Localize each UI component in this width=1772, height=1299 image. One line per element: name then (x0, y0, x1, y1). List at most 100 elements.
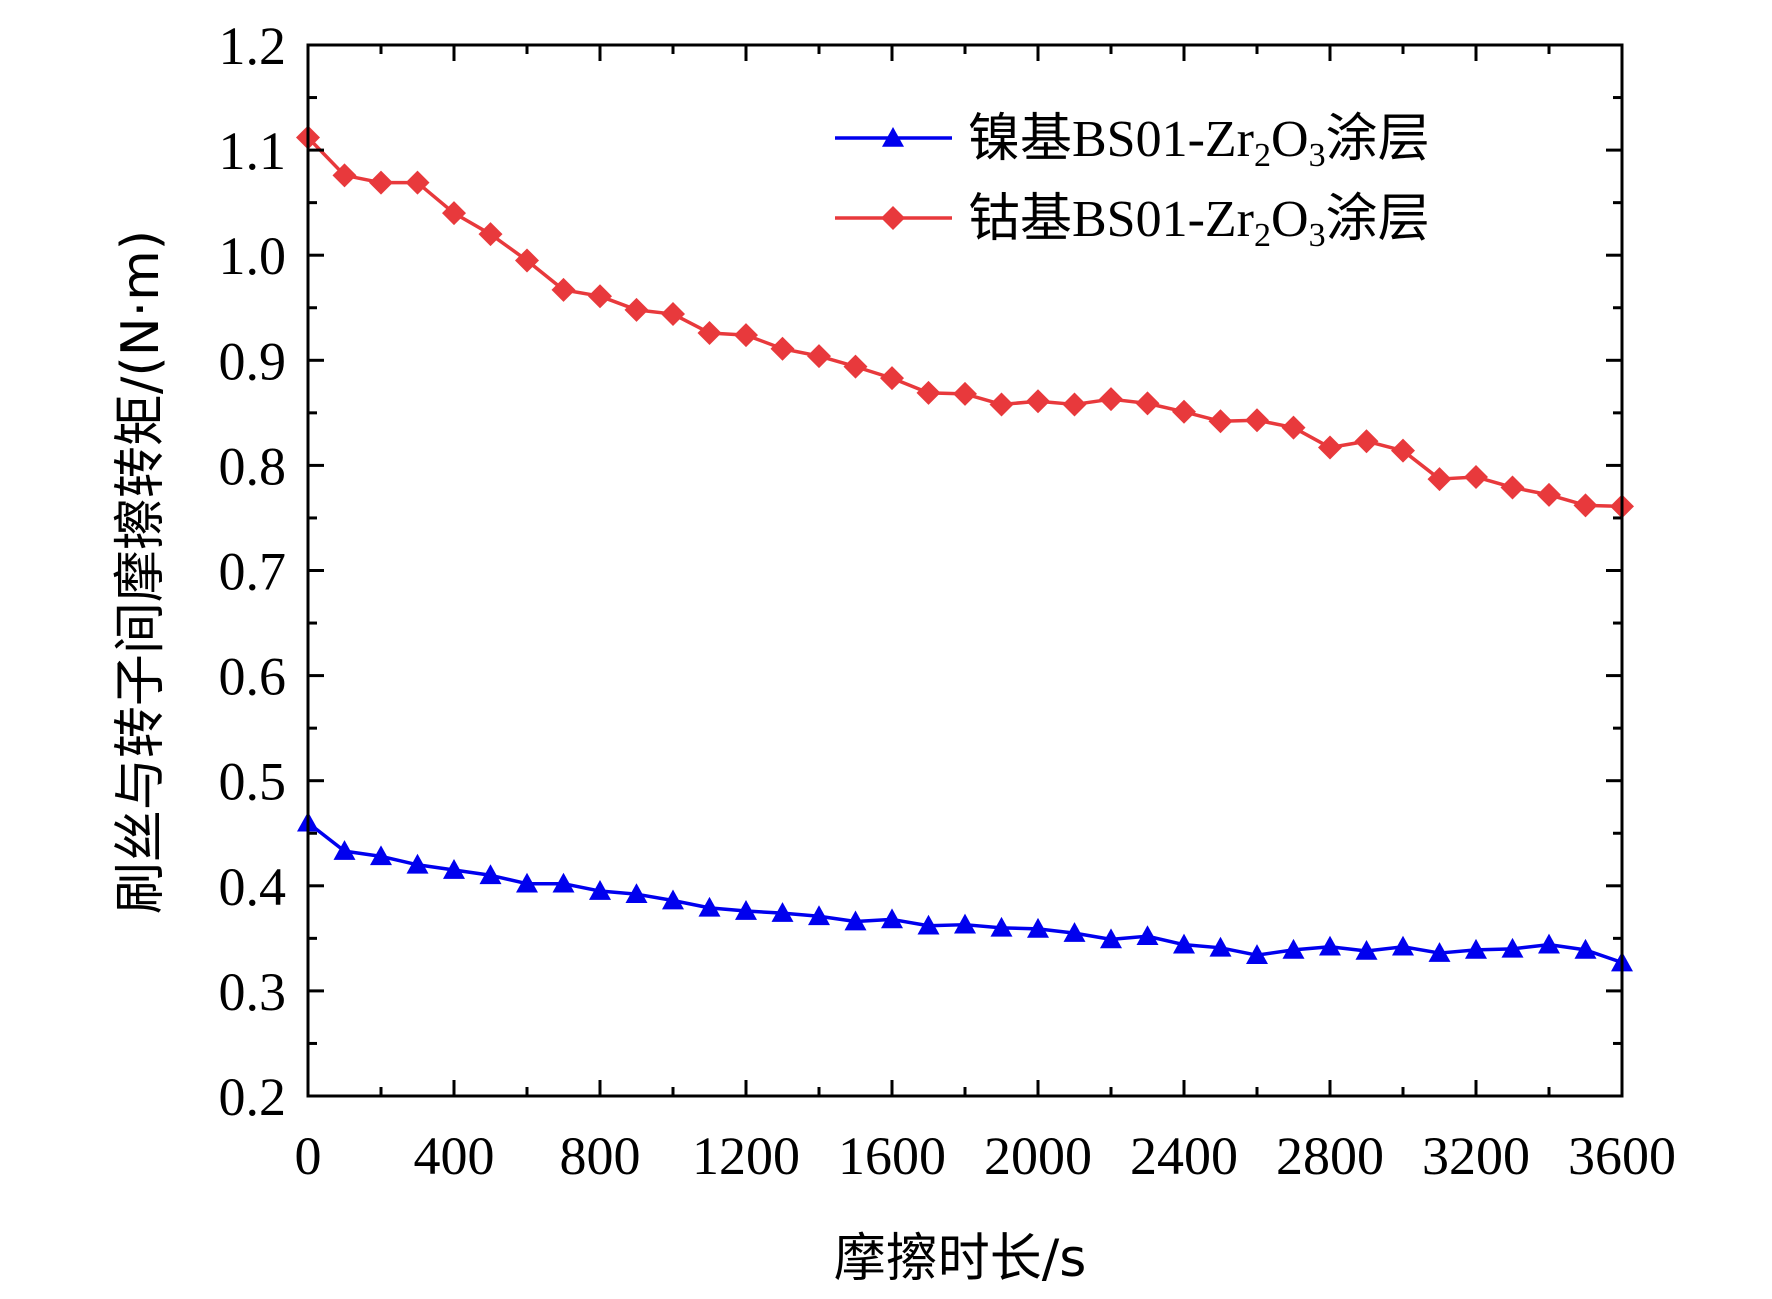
data-point (516, 872, 538, 893)
data-point (697, 320, 722, 345)
data-point (589, 880, 611, 900)
data-point (1027, 917, 1049, 938)
data-point (881, 908, 903, 929)
tick-labels: 0 400 800 1200 1600 2000 2400 2800 3200 3600 0.2 0.… (219, 16, 1677, 1186)
data-point (989, 392, 1014, 417)
y-tick-label: 0.3 (219, 962, 287, 1022)
y-tick-label: 0.6 (219, 647, 287, 707)
data-point (807, 344, 831, 369)
data-point (1355, 939, 1378, 960)
data-point (954, 913, 976, 934)
data-point (625, 883, 648, 904)
data-point (1246, 944, 1268, 964)
legend-entry-1: 镍基BS01-Zr2O3涂层 (835, 111, 1430, 174)
x-axis-title: 摩擦时长/s (834, 1229, 1087, 1289)
data-point (1427, 467, 1452, 492)
data-point (1062, 392, 1087, 417)
legend-entry-2: 钴基BS01-Zr2O3涂层 (835, 191, 1430, 254)
y-tick-label: 0.4 (219, 857, 287, 917)
data-point (624, 297, 649, 322)
legend-marker (882, 127, 904, 147)
data-point (917, 914, 940, 935)
x-tick-label: 1600 (838, 1126, 946, 1186)
data-point (771, 902, 794, 922)
data-point (588, 284, 612, 309)
data-point (332, 163, 357, 188)
data-point (515, 248, 539, 273)
data-point (552, 872, 575, 893)
data-point (551, 277, 576, 302)
data-point (406, 853, 429, 874)
data-point (443, 859, 465, 879)
data-point (1537, 482, 1561, 507)
data-point (734, 323, 758, 348)
data-point (953, 381, 977, 406)
legend-label: 镍基BS01-Zr2O3涂层 (968, 111, 1430, 174)
series-1 (297, 811, 1633, 972)
x-tick-label: 3600 (1568, 1126, 1676, 1186)
data-point (1538, 933, 1560, 954)
series-line (306, 821, 1623, 965)
data-point (1319, 935, 1341, 956)
data-point (661, 302, 685, 327)
data-point (1500, 475, 1525, 500)
data-point (1391, 438, 1415, 463)
data-point (1100, 928, 1122, 949)
y-tick-label: 0.7 (219, 542, 287, 602)
x-tick-label: 3200 (1422, 1126, 1530, 1186)
y-tick-label: 0.8 (219, 436, 287, 496)
data-point (770, 336, 795, 361)
data-point (698, 896, 721, 917)
data-point (370, 845, 392, 866)
data-point (1063, 922, 1086, 942)
y-tick-label: 0.9 (219, 331, 287, 391)
x-tick-label: 2800 (1276, 1126, 1384, 1186)
x-tick-label: 800 (560, 1126, 641, 1186)
legend-marker (881, 206, 905, 230)
data-point (1208, 409, 1233, 434)
y-tick-label: 0.5 (219, 752, 287, 812)
plot-area (296, 125, 1634, 972)
y-tick-label: 1.0 (219, 226, 287, 286)
data-point (916, 380, 941, 405)
data-point (405, 170, 430, 195)
legend-label: 钴基BS01-Zr2O3涂层 (968, 191, 1430, 254)
data-point (1501, 937, 1524, 958)
data-point (1354, 429, 1379, 454)
data-point (1318, 435, 1342, 460)
data-point (1135, 391, 1160, 416)
data-point (1245, 408, 1269, 433)
data-point (844, 910, 867, 931)
y-axis-title: 刷丝与转子间摩擦转矩/(N·m) (111, 230, 171, 914)
data-point (1428, 942, 1451, 962)
data-point (442, 201, 466, 226)
data-point (1026, 389, 1050, 414)
data-point (1281, 415, 1306, 440)
y-tick-label: 1.1 (219, 121, 287, 181)
data-point (479, 864, 502, 885)
data-point (808, 905, 830, 926)
x-tick-label: 2400 (1130, 1126, 1238, 1186)
data-point (1173, 933, 1195, 954)
x-tick-label: 1200 (692, 1126, 800, 1186)
data-point (1172, 399, 1196, 424)
data-point (735, 900, 757, 920)
data-point (843, 354, 868, 379)
data-point (369, 170, 393, 195)
x-tick-label: 0 (295, 1126, 322, 1186)
data-point (1465, 938, 1487, 959)
data-point (990, 916, 1013, 937)
data-point (880, 366, 904, 391)
y-tick-label: 1.2 (219, 16, 287, 76)
data-point (333, 840, 356, 860)
data-point (1282, 938, 1305, 959)
data-point (1099, 387, 1123, 412)
data-point (1574, 938, 1597, 959)
axes (306, 43, 1624, 1098)
data-point (1136, 925, 1159, 946)
data-point (1209, 936, 1232, 957)
data-point (478, 222, 503, 247)
y-tick-label: 0.2 (219, 1067, 287, 1127)
